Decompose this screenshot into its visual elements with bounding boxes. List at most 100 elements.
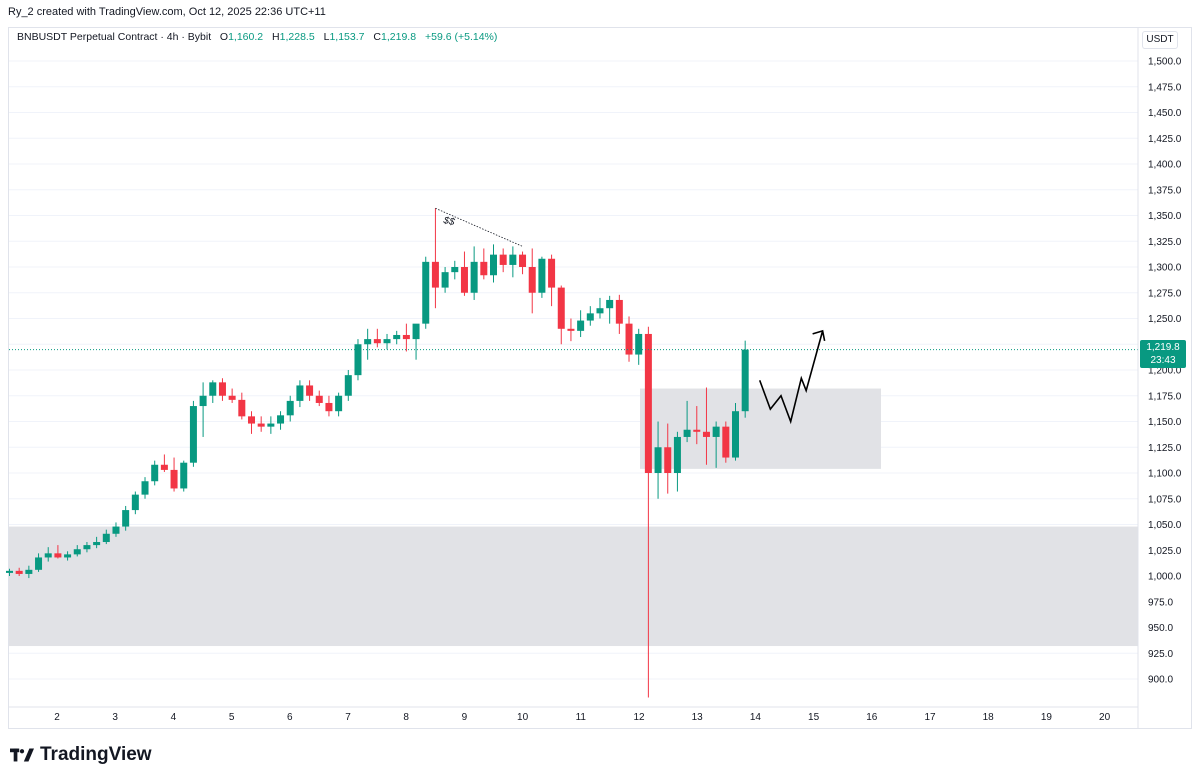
candle-body [180,462,188,489]
x-tick-label: 14 [750,712,762,723]
candle-body [577,320,585,331]
candle-body [83,545,91,550]
y-tick-label: 1,100.0 [1148,469,1182,480]
y-tick-label: 1,500.0 [1148,57,1182,68]
y-tick-label: 1,175.0 [1148,391,1182,402]
candle-body [383,339,391,344]
candle-body [228,395,236,400]
y-tick-label: 1,300.0 [1148,263,1182,274]
x-tick-label: 4 [171,712,177,723]
candle-body [325,402,333,412]
candle-body [267,423,275,427]
candle-body [422,261,430,324]
x-tick-label: 9 [462,712,468,723]
candle-body [402,334,410,340]
tradingview-logo[interactable]: TradingView [10,744,152,766]
candle-body [490,254,497,276]
candle-body [151,464,159,482]
x-tick-label: 20 [1099,712,1111,723]
candle-body [732,411,739,458]
x-tick-label: 3 [112,712,118,723]
candle-body [306,385,314,396]
candle-body [296,385,304,401]
candle-body [412,323,420,340]
candle-body [683,429,691,437]
y-tick-label: 1,400.0 [1148,160,1182,171]
candle-body [615,299,623,324]
candle-body [209,382,217,396]
brand-name: TradingView [40,744,152,765]
candle-body [654,447,662,473]
candle-body [528,267,536,293]
candle-body [35,557,43,570]
y-tick-label: 900.0 [1148,675,1173,686]
candle-body [460,267,468,293]
last-price: 1,219.8 [1146,342,1180,353]
y-tick-label: 1,475.0 [1148,82,1182,93]
y-tick-label: 1,150.0 [1148,417,1182,428]
last-price-tag: 1,219.8 23:43 [1140,340,1186,368]
symbol-legend: BNBUSDT Perpetual Contract · 4h · Bybit … [17,31,497,43]
candle-body [122,510,130,527]
candle-body [431,261,439,288]
chart-panel [8,27,1192,729]
candle-body [54,553,62,558]
candle-body [635,333,643,355]
low-label: L [323,31,330,43]
projection-path [758,330,824,425]
y-tick-label: 1,250.0 [1148,314,1182,325]
x-tick-label: 11 [576,712,587,723]
candle-body [44,553,52,558]
candle-body [373,339,381,344]
candle-body [248,416,255,424]
candle-body [160,464,168,470]
y-tick-label: 1,275.0 [1148,288,1182,299]
candle-body [25,569,33,574]
tradingview-logo-icon [10,748,34,762]
candle-body [596,308,604,314]
candle-body [567,328,575,331]
demand-zone-lower [9,526,1138,647]
y-tick-label: 975.0 [1148,597,1173,608]
x-tick-label: 13 [692,712,704,723]
candle-body [315,395,323,403]
y-tick-label: 1,425.0 [1148,134,1182,145]
y-tick-label: 1,200.0 [1148,366,1182,377]
symbol-name: BNBUSDT Perpetual Contract · 4h · Bybit [17,31,212,43]
x-tick-label: 18 [983,712,995,723]
candle-body [538,258,546,293]
candle-body [693,429,701,432]
candle-body [335,395,343,412]
candle-body [170,469,178,489]
currency-button[interactable]: USDT [1142,31,1178,49]
x-tick-label: 16 [866,712,878,723]
candle-body [93,542,101,546]
x-tick-label: 10 [517,712,529,723]
candle-body [218,382,226,396]
high-label: H [272,31,280,43]
candle-body [112,526,120,534]
close-value: 1,219.8 [381,31,417,43]
bar-countdown: 23:43 [1150,355,1176,366]
y-tick-label: 925.0 [1148,649,1173,660]
x-tick-label: 19 [1041,712,1053,723]
candle-body [15,570,23,574]
x-tick-label: 5 [229,712,235,723]
y-tick-label: 1,375.0 [1148,185,1182,196]
candle-body [73,549,81,555]
high-value: 1,228.5 [279,31,315,43]
candle-body [6,570,13,573]
candle-body [141,481,149,495]
candle-body [344,375,352,396]
candle-body [606,299,614,309]
candle-body [451,267,459,273]
liquidity-label: $$ [441,215,456,228]
candle-body [131,494,139,511]
candle-body [519,254,527,267]
open-label: O [219,31,229,43]
candle-body [441,272,449,288]
candle-body [199,395,207,407]
candle-body [238,399,246,417]
y-tick-label: 1,050.0 [1148,520,1182,531]
